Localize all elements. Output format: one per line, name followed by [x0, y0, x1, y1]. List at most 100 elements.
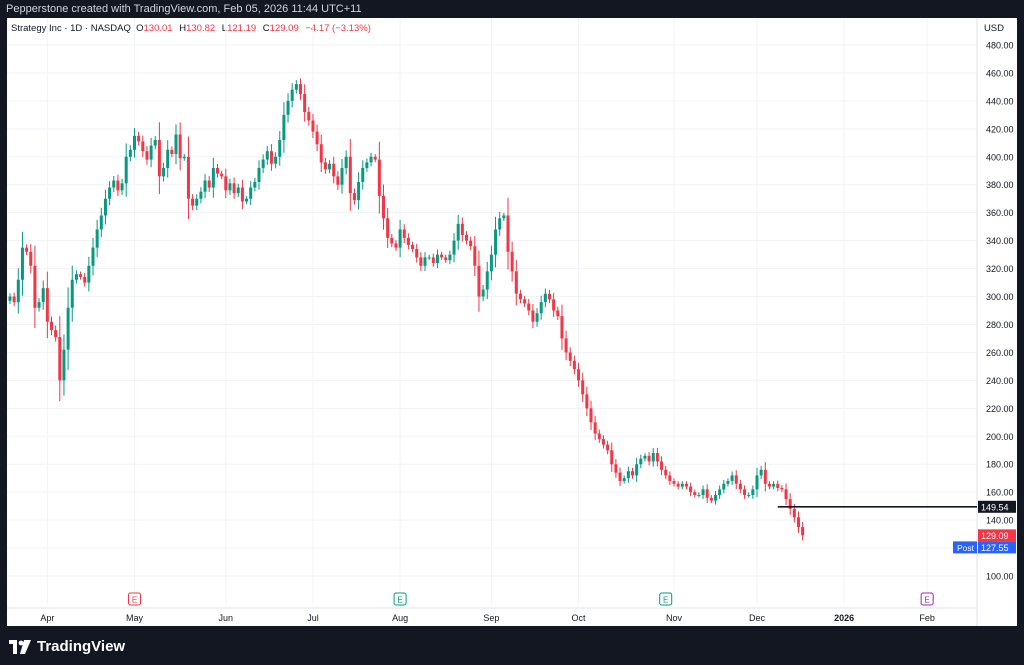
candle-body — [207, 180, 211, 188]
candle-body — [465, 235, 468, 241]
candle-body — [294, 84, 298, 90]
candle-body — [149, 145, 153, 160]
candle-body — [249, 187, 253, 199]
candle-body — [427, 257, 431, 259]
candle-body — [186, 156, 190, 199]
candle-body — [539, 302, 543, 314]
change-value: −4.17 (−3.13%) — [305, 23, 371, 34]
close-label: C — [262, 23, 270, 34]
candle-body — [697, 494, 701, 496]
y-tick-label: 220.00 — [986, 404, 1014, 414]
candle-body — [614, 464, 618, 473]
candle-body — [369, 156, 373, 163]
candle-body — [203, 180, 207, 192]
candle-body — [382, 195, 385, 219]
candle-body — [128, 149, 132, 157]
candles — [8, 78, 805, 541]
x-tick-label: Oct — [572, 613, 587, 623]
candle-body — [352, 193, 356, 201]
candle-body — [655, 453, 659, 462]
candle-body — [336, 176, 340, 185]
candle-body — [274, 156, 278, 164]
y-tick-label: 360.00 — [986, 208, 1014, 218]
y-tick-label: 240.00 — [986, 376, 1014, 386]
chart-panel[interactable]: Strategy Inc · 1D · NASDAQ O130.01 H130.… — [7, 18, 1017, 626]
candle-body — [365, 162, 369, 168]
candle-body — [622, 478, 626, 481]
candle-body — [722, 483, 726, 490]
candle-body — [469, 240, 473, 247]
candle-body — [406, 237, 410, 245]
candle-body — [743, 489, 747, 495]
candle-body — [635, 464, 639, 476]
post-badge-label: Post — [957, 543, 975, 553]
candle-body — [265, 151, 269, 160]
candle-body — [572, 360, 576, 370]
candle-body — [444, 257, 448, 261]
x-tick-label: May — [126, 613, 144, 623]
candle-body — [282, 114, 286, 141]
x-tick-label: 2026 — [834, 613, 854, 623]
high-value: 130.82 — [186, 23, 216, 34]
attribution-bar: Pepperstone created with TradingView.com… — [0, 0, 1024, 18]
y-tick-label: 200.00 — [986, 432, 1014, 442]
x-tick-label: Jul — [307, 613, 319, 623]
earnings-marker-label: E — [924, 596, 929, 605]
candle-body — [178, 134, 182, 159]
candle-body — [290, 89, 294, 101]
candle-body — [489, 254, 493, 272]
candle-body — [386, 218, 390, 238]
earnings-marker — [128, 592, 141, 606]
y-tick-label: 380.00 — [986, 180, 1014, 190]
x-tick-label: Feb — [919, 613, 935, 623]
candle-body — [170, 149, 174, 154]
candle-body — [199, 191, 203, 199]
candle-body — [299, 84, 302, 94]
candle-body — [510, 251, 514, 272]
candle-body — [689, 486, 693, 493]
candle-body — [348, 156, 352, 194]
candle-body — [797, 517, 800, 528]
candle-body — [87, 265, 91, 283]
candle-body — [153, 140, 157, 146]
candle-body — [62, 349, 66, 381]
candle-body — [145, 151, 149, 160]
x-tick-label: Dec — [749, 613, 766, 623]
open-label: O — [136, 23, 144, 34]
candle-body — [647, 455, 651, 462]
candle-body — [651, 453, 655, 462]
tradingview-brand[interactable]: TradingView — [9, 638, 125, 655]
candle-body — [660, 461, 664, 470]
candle-body — [610, 450, 614, 465]
candle-body — [419, 257, 423, 266]
symbol-name[interactable]: Strategy Inc · 1D · NASDAQ — [11, 23, 131, 34]
candle-body — [747, 494, 751, 496]
candle-body — [494, 229, 498, 255]
candle-body — [332, 163, 336, 177]
candle-body — [41, 288, 45, 303]
candle-body — [456, 223, 460, 241]
candle-body — [776, 483, 780, 488]
earnings-marker — [920, 592, 934, 606]
candle-body — [473, 246, 477, 266]
earnings-marker — [659, 592, 673, 606]
candle-body — [601, 439, 605, 445]
candle-body — [664, 469, 668, 476]
price-tag — [978, 541, 1016, 554]
candle-body — [74, 274, 78, 280]
candle-body — [112, 180, 116, 188]
low-value: 121.19 — [227, 23, 257, 34]
price-tag — [978, 529, 1016, 542]
candle-body — [398, 229, 402, 248]
candle-body — [228, 183, 232, 191]
candle-body — [261, 159, 265, 168]
candle-body — [120, 183, 124, 191]
x-tick-label: Jun — [219, 613, 234, 623]
candle-body — [95, 229, 99, 248]
y-tick-label: 280.00 — [986, 320, 1014, 330]
candle-body — [344, 156, 348, 168]
candle-body — [498, 218, 502, 230]
candle-body — [108, 187, 112, 199]
candle-body — [70, 279, 74, 308]
